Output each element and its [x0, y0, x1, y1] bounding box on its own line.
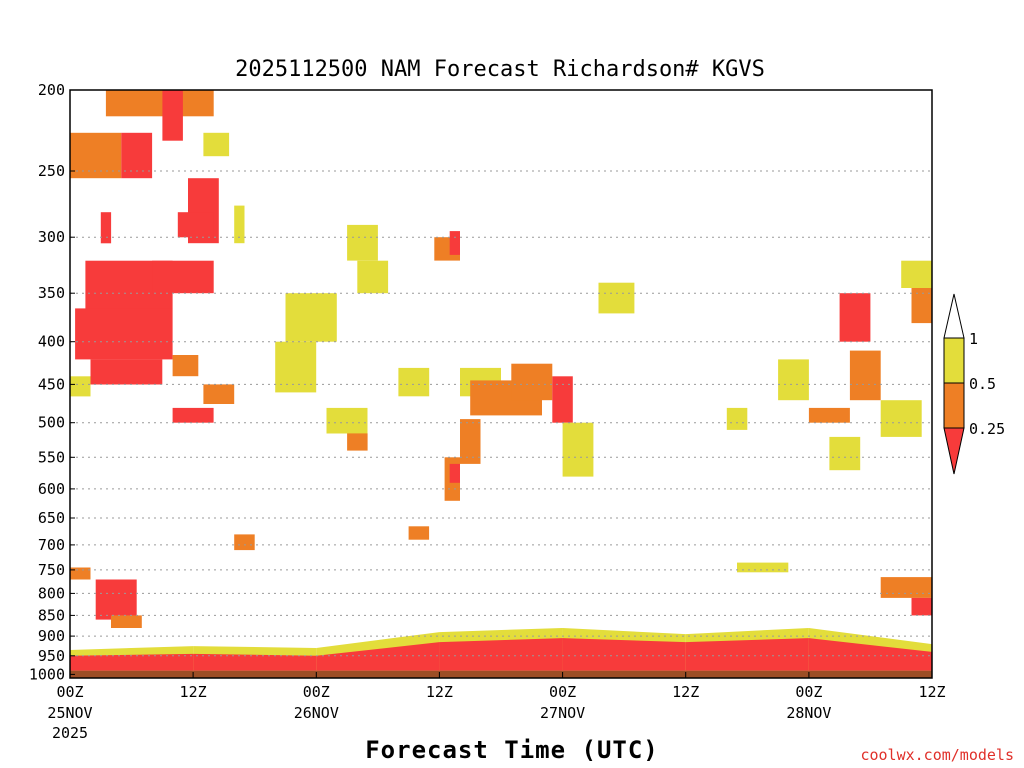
- ri-cell-low-51: [911, 597, 932, 616]
- boundary-layer-low-11: [562, 638, 686, 671]
- ri-cell-low-12: [90, 359, 163, 385]
- boundary-layer-low-8: [193, 653, 317, 671]
- ri-cell-high-34: [598, 282, 635, 314]
- ri-cell-low-8: [100, 212, 112, 244]
- x-tick-label-3: 12Z: [426, 683, 453, 701]
- boundary-layer-low-7: [70, 653, 194, 671]
- y-tick-label-500: 500: [38, 414, 65, 432]
- y-tick-label-850: 850: [38, 606, 65, 624]
- y-tick-label-950: 950: [38, 647, 65, 665]
- ri-cell-high-49: [737, 562, 789, 573]
- x-tick-date-2: 26NOV: [294, 704, 339, 722]
- x-axis-label: Forecast Time (UTC): [365, 736, 659, 764]
- x-tick-label-6: 00Z: [795, 683, 822, 701]
- ri-cell-mid-48: [408, 526, 430, 540]
- ri-cell-low-31: [449, 463, 460, 483]
- ri-cell-mid-45: [111, 615, 142, 628]
- ri-cell-high-17: [285, 293, 337, 342]
- ri-cell-high-43: [829, 436, 861, 471]
- boundary-layer-low-12: [685, 638, 809, 671]
- plot-area: [70, 90, 932, 678]
- ground-layer: [70, 670, 932, 678]
- ri-cell-high-42: [901, 260, 932, 288]
- y-tick-label-800: 800: [38, 584, 65, 602]
- legend-bin-mid: [943, 382, 965, 429]
- ri-cell-mid-46: [70, 567, 91, 580]
- ri-cell-low-10: [152, 260, 214, 294]
- legend: 1 0.5 0.25: [943, 293, 1005, 475]
- y-tick-label-300: 300: [38, 228, 65, 246]
- y-tick-label-450: 450: [38, 375, 65, 393]
- ri-cell-high-7: [234, 205, 245, 244]
- ri-cell-low-16: [172, 407, 214, 423]
- legend-bin-high: [943, 337, 965, 384]
- x-tick-label-2: 00Z: [303, 683, 330, 701]
- x-tick-label-1: 12Z: [180, 683, 207, 701]
- y-tick-label-600: 600: [38, 480, 65, 498]
- ri-cell-mid-15: [203, 384, 235, 404]
- y-tick-label-350: 350: [38, 284, 65, 302]
- ri-cell-high-18: [275, 341, 317, 393]
- ri-cell-mid-50: [880, 577, 932, 598]
- ri-cell-low-24: [449, 231, 460, 255]
- x-tick-label-5: 12Z: [672, 683, 699, 701]
- legend-label-1: 1: [969, 330, 978, 348]
- y-tick-label-400: 400: [38, 333, 65, 351]
- legend-label-0-25: 0.25: [969, 420, 1005, 438]
- y-tick-label-550: 550: [38, 448, 65, 466]
- boundary-layer-low-10: [439, 638, 563, 671]
- y-tick-label-200: 200: [38, 81, 65, 99]
- credit-text: coolwx.com/models: [860, 746, 1014, 764]
- ri-cell-mid-22: [347, 433, 368, 451]
- x-tick-date-6: 28NOV: [786, 704, 831, 722]
- ri-cell-high-40: [880, 400, 922, 437]
- ri-cell-mid-39: [849, 350, 881, 401]
- ri-cell-high-21: [326, 407, 368, 434]
- y-tick-label-650: 650: [38, 509, 65, 527]
- ri-cell-high-4: [203, 132, 230, 157]
- boundary-layer-low-9: [316, 642, 440, 671]
- x-axis: 00Z 25NOV 2025 12Z 00Z 26NOV 12Z 00Z 27NOV 12Z 00Z…: [47, 672, 946, 742]
- ri-cell-high-35: [726, 407, 748, 430]
- y-axis: 200 250 300 350 400 450 500 550 600 650 700 750 800 8…: [29, 81, 75, 683]
- ri-cell-mid-29: [460, 419, 481, 464]
- ri-cell-low-44: [95, 579, 137, 620]
- ri-cell-low-38: [839, 293, 871, 342]
- x-tick-date-4: 27NOV: [540, 704, 585, 722]
- ri-cell-mid-0: [105, 90, 214, 117]
- ri-cell-mid-37: [808, 407, 850, 423]
- x-tick-year-0: 2025: [52, 724, 88, 742]
- boundary-layer-low-13: [808, 638, 932, 671]
- x-tick-label-0: 00Z: [56, 683, 83, 701]
- y-tick-label-900: 900: [38, 627, 65, 645]
- legend-label-0-5: 0.5: [969, 375, 996, 393]
- ri-cell-high-13: [70, 376, 91, 397]
- ri-cell-high-25: [398, 367, 430, 397]
- ri-cell-mid-14: [172, 355, 199, 377]
- ri-cell-mid-47: [234, 534, 255, 551]
- ri-cell-low-6: [177, 212, 214, 238]
- ri-cell-mid-41: [911, 282, 932, 324]
- ri-cell-high-36: [778, 359, 809, 401]
- y-tick-label-750: 750: [38, 561, 65, 579]
- ri-cell-high-19: [347, 224, 378, 261]
- ri-cell-low-1: [162, 90, 183, 141]
- x-tick-label-4: 00Z: [549, 683, 576, 701]
- y-tick-label-700: 700: [38, 536, 65, 554]
- chart-title: 2025112500 NAM Forecast Richardson# KGVS: [235, 57, 765, 82]
- y-tick-label-250: 250: [38, 162, 65, 180]
- ri-cell-mid-28: [511, 363, 553, 401]
- ri-cell-high-20: [357, 260, 389, 294]
- y-tick-label-1000: 1000: [29, 665, 65, 683]
- legend-arrow-top: [943, 293, 965, 339]
- ri-cell-low-11: [75, 308, 173, 360]
- legend-arrow-bottom: [943, 427, 965, 475]
- ri-cell-high-33: [562, 422, 594, 477]
- x-tick-label-7: 12Z: [918, 683, 945, 701]
- ri-cell-low-32: [552, 376, 573, 423]
- x-tick-date-0: 25NOV: [47, 704, 92, 722]
